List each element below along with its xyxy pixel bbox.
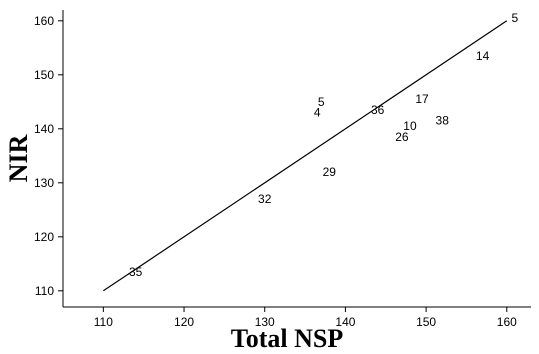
x-tick-label: 130: [255, 315, 275, 329]
y-tick-label: 140: [34, 122, 54, 136]
data-point-label: 35: [129, 265, 143, 279]
y-tick-label: 110: [35, 284, 54, 298]
x-tick-label: 140: [335, 315, 355, 329]
data-point-label: 36: [371, 103, 385, 117]
data-point-label: 17: [415, 92, 429, 106]
data-point-label: 5: [512, 11, 519, 25]
x-tick-label: 110: [94, 315, 113, 329]
y-tick-label: 160: [34, 14, 54, 28]
fit-line: [103, 20, 508, 292]
data-point-label: 38: [436, 114, 450, 128]
y-tick-label: 150: [34, 68, 54, 82]
data-point-label: 10: [403, 119, 417, 133]
data-point-label: 32: [258, 192, 272, 206]
data-point-label: 4: [314, 106, 321, 120]
axes: 110 120 130 140 150 160 110 120 130 140 150 160: [34, 10, 531, 329]
y-tick-label: 120: [34, 230, 54, 244]
x-tick-label: 160: [497, 315, 517, 329]
x-tick-label: 150: [416, 315, 436, 329]
y-tick-label: 130: [34, 176, 54, 190]
x-tick-label: 120: [174, 315, 194, 329]
data-point-label: 29: [323, 165, 337, 179]
x-axis-title: Total NSP: [231, 324, 344, 353]
y-axis-title: NIR: [4, 134, 33, 182]
data-point-label: 14: [476, 49, 490, 63]
data-point-label: 5: [318, 95, 325, 109]
y-ticks: 110 120 130 140 150 160: [34, 14, 63, 298]
x-ticks: 110 120 130 140 150 160: [94, 307, 517, 329]
data-point-label: 26: [395, 130, 409, 144]
